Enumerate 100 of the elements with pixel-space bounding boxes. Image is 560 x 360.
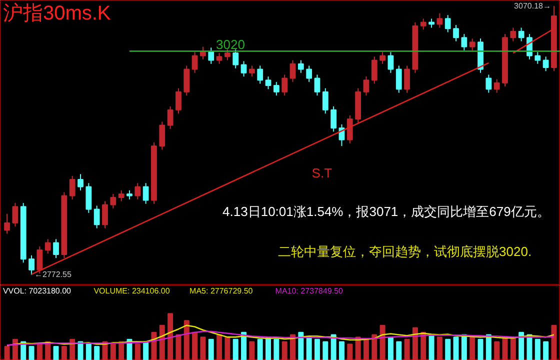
bar <box>436 336 442 360</box>
candlestick <box>510 27 516 42</box>
candlestick <box>159 121 166 150</box>
bar <box>551 324 557 360</box>
bar <box>494 341 500 360</box>
bar <box>322 341 328 360</box>
candlestick <box>167 106 174 130</box>
text: MA5: 2776729.50 <box>190 286 254 296</box>
candlestick <box>192 52 198 74</box>
bar <box>298 332 304 360</box>
bar <box>61 346 67 360</box>
bar <box>70 338 76 360</box>
candlestick <box>53 238 59 259</box>
candlestick <box>428 18 434 28</box>
text: VVOL: 7023180.00 <box>2 286 72 296</box>
bar <box>168 313 174 360</box>
bar <box>445 338 451 360</box>
chart-title: 沪指30ms.K <box>2 2 112 24</box>
bar <box>36 344 42 360</box>
bar <box>110 344 116 360</box>
annotation: 3070.18→ <box>514 1 551 10</box>
candlestick <box>265 76 272 90</box>
candlestick <box>363 76 370 96</box>
candlestick <box>44 238 51 254</box>
bar <box>428 334 434 360</box>
bar <box>461 334 467 360</box>
candlestick <box>240 60 247 77</box>
candlestick <box>12 202 18 227</box>
bar <box>28 346 34 360</box>
candlestick <box>388 52 394 74</box>
bar <box>372 334 378 360</box>
annotation: 二轮中量复位，夺回趋势，试彻底摆脱3020. <box>278 244 532 259</box>
candlestick <box>420 18 426 30</box>
bar <box>363 338 369 360</box>
candlestick <box>436 12 443 28</box>
candlestick <box>86 182 92 214</box>
bar <box>249 341 255 360</box>
candlestick <box>444 14 451 33</box>
candlestick <box>346 114 353 144</box>
ref-line-label: 3020 <box>216 37 245 52</box>
bar <box>306 336 312 360</box>
bar <box>143 341 149 360</box>
bar <box>412 327 418 360</box>
bar <box>396 341 402 360</box>
candlestick <box>134 182 141 200</box>
candlestick <box>322 88 328 114</box>
bar <box>290 334 296 360</box>
candlestick <box>453 24 459 42</box>
candlestick <box>28 254 34 276</box>
candlestick <box>257 65 264 84</box>
candlestick <box>371 56 378 84</box>
bar <box>257 338 263 360</box>
candlestick <box>461 34 468 51</box>
candlestick <box>94 205 100 229</box>
bar <box>330 334 336 360</box>
bar <box>184 320 190 360</box>
bar <box>4 346 10 360</box>
bar <box>380 324 386 360</box>
candlestick <box>518 27 524 42</box>
bar <box>404 338 410 360</box>
bar <box>224 336 230 360</box>
candlestick <box>273 81 280 96</box>
bar <box>232 338 238 360</box>
annotation: 4.13日10:01涨1.54%，报3071，成交同比增至679亿元。 <box>222 204 550 219</box>
bar <box>453 336 459 360</box>
bar <box>510 336 516 360</box>
bar <box>176 334 182 360</box>
bar <box>192 332 198 360</box>
bar <box>470 336 476 360</box>
candlestick <box>314 74 320 96</box>
candlestick <box>224 48 230 61</box>
candlestick <box>494 78 500 94</box>
text: VOLUME: 234106.00 <box>94 286 170 296</box>
candlestick <box>118 190 124 202</box>
bar <box>518 332 524 360</box>
bar <box>502 336 508 360</box>
candlestick <box>142 182 149 204</box>
candlestick <box>542 56 549 72</box>
candlestick <box>78 174 84 191</box>
candlestick <box>469 38 476 51</box>
candlestick <box>306 65 312 82</box>
bar <box>478 338 484 360</box>
bar <box>151 332 157 360</box>
candlestick <box>404 65 410 94</box>
bar <box>388 336 394 360</box>
candlestick <box>290 60 296 82</box>
candlestick <box>4 213 10 234</box>
bar <box>86 344 92 360</box>
bar <box>526 334 532 360</box>
candlestick <box>69 175 76 200</box>
candlestick <box>176 88 182 114</box>
bar <box>338 341 344 360</box>
bar <box>534 338 540 360</box>
annotation: ←2772.55 <box>34 270 72 280</box>
candlestick <box>534 52 541 64</box>
candlestick <box>380 52 386 64</box>
text: MA10: 2737849.50 <box>275 286 344 296</box>
series-label: S.T <box>312 166 332 181</box>
candlestick <box>126 190 132 200</box>
candlestick <box>102 200 108 229</box>
